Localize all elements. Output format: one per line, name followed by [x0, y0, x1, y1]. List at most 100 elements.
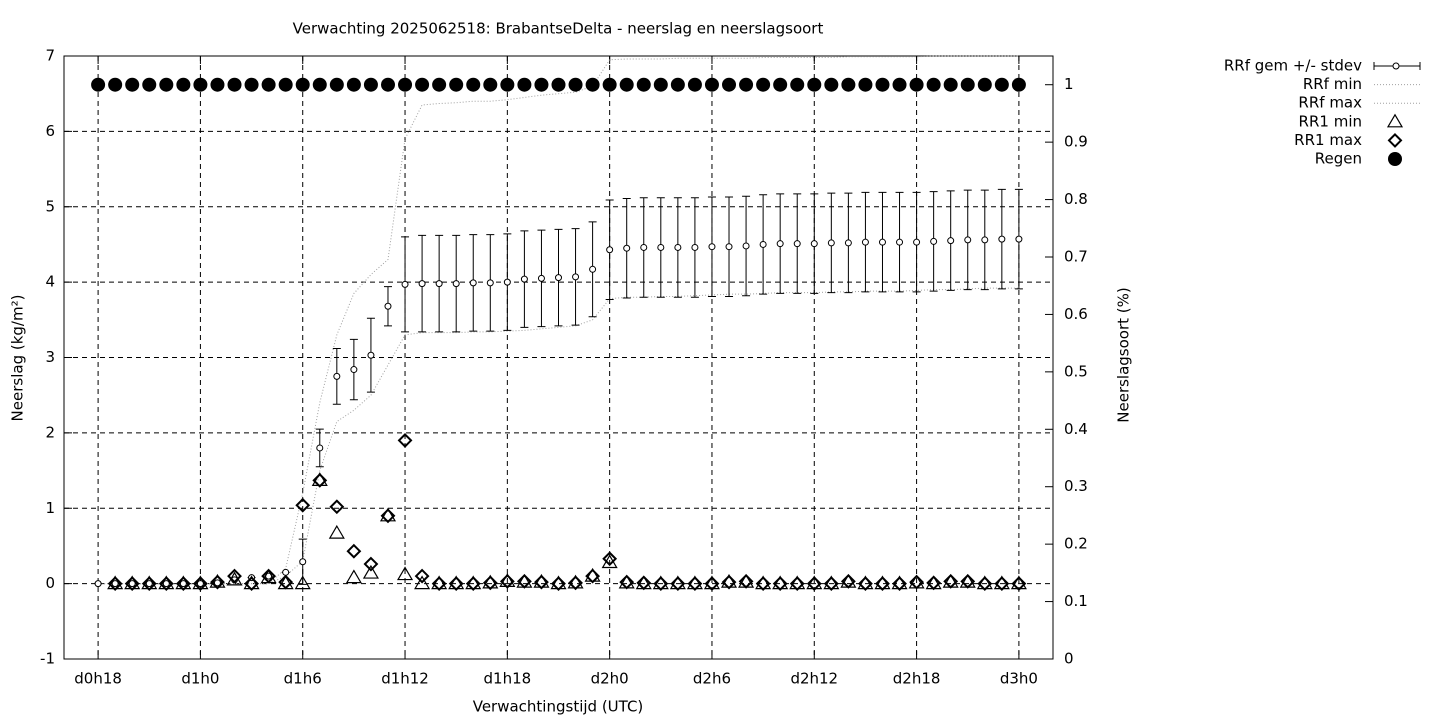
mean-point	[793, 240, 801, 248]
plot-frame	[63, 55, 1054, 660]
point	[244, 576, 259, 592]
point	[960, 573, 976, 589]
point	[465, 576, 481, 592]
point	[483, 77, 498, 92]
point	[823, 576, 839, 592]
y2-tick-label: 1	[1064, 75, 1074, 93]
mean-point	[844, 239, 852, 247]
point	[328, 524, 345, 539]
point	[653, 576, 669, 592]
point	[755, 576, 771, 592]
mean-point	[537, 274, 545, 282]
mean-point	[367, 351, 375, 359]
mean-point	[998, 235, 1006, 243]
legend-symbol	[1388, 152, 1402, 166]
point	[466, 77, 481, 92]
y2-tick-label: 0.6	[1064, 305, 1088, 323]
point	[227, 568, 242, 584]
point	[329, 77, 344, 92]
point	[448, 576, 464, 592]
y-tick-label: 7	[45, 47, 55, 65]
point	[875, 576, 890, 592]
mean-point	[878, 238, 886, 246]
mean-point	[913, 238, 921, 246]
point	[773, 77, 788, 92]
point	[176, 77, 191, 92]
point	[517, 77, 532, 92]
mean-point	[827, 239, 835, 247]
point	[807, 77, 822, 92]
x-tick-label: d1h18	[484, 670, 532, 688]
mean-point	[930, 237, 938, 245]
y-tick-label: 0	[45, 574, 55, 592]
mean-point	[452, 280, 460, 288]
mean-point	[674, 243, 682, 251]
x-tick-label: d1h0	[181, 670, 219, 688]
point	[398, 77, 413, 92]
point	[875, 77, 890, 92]
mean-point	[435, 280, 443, 288]
point	[619, 574, 635, 590]
point	[772, 576, 788, 592]
point	[1011, 576, 1027, 592]
mean-point	[128, 580, 136, 588]
point	[124, 576, 140, 592]
point	[261, 77, 276, 92]
point	[295, 497, 311, 513]
point	[414, 568, 430, 584]
mean-point	[145, 580, 153, 588]
mean-point	[316, 444, 324, 452]
point	[585, 568, 601, 584]
point	[892, 77, 907, 92]
point	[670, 77, 685, 92]
mean-point	[964, 236, 972, 244]
mean-point	[486, 279, 494, 287]
mean-point	[401, 280, 409, 288]
point	[362, 564, 379, 579]
point	[415, 77, 430, 92]
point	[380, 508, 396, 524]
point	[482, 575, 498, 591]
mean-point	[555, 274, 562, 282]
point	[704, 77, 719, 92]
point	[363, 77, 378, 92]
point	[721, 574, 737, 590]
point	[345, 569, 362, 584]
point	[687, 576, 703, 592]
mean-point	[981, 236, 989, 244]
point	[994, 77, 1009, 92]
point	[824, 77, 839, 92]
mean-point	[691, 243, 699, 251]
point	[91, 77, 106, 92]
point	[585, 77, 600, 92]
point	[1011, 77, 1026, 92]
point	[329, 499, 345, 515]
point	[499, 573, 515, 589]
point	[994, 576, 1010, 592]
y2-tick-label: 0.1	[1064, 592, 1088, 610]
chart-title: Verwachting 2025062518: BrabantseDelta -…	[293, 20, 824, 38]
point	[687, 77, 702, 92]
point	[602, 551, 618, 567]
point	[806, 576, 822, 592]
mean-point	[657, 243, 665, 251]
point	[193, 77, 208, 92]
mean-point	[947, 237, 955, 245]
point	[858, 77, 873, 92]
point	[704, 576, 720, 592]
point	[295, 77, 310, 92]
mean-point	[282, 568, 290, 576]
point	[840, 573, 856, 589]
x-tick-label: d2h6	[693, 670, 731, 688]
point	[431, 576, 447, 592]
mean-point	[623, 244, 631, 252]
mean-point	[776, 240, 784, 248]
y2-tick-label: 0.2	[1064, 535, 1088, 553]
x-tick-label: d2h12	[790, 670, 838, 688]
x-axis-label: Verwachtingstijd (UTC)	[473, 698, 644, 716]
series-line	[98, 55, 1019, 585]
x-tick-label: d1h12	[381, 670, 429, 688]
legend-label: RRf min	[1303, 75, 1362, 93]
legend-label: Regen	[1315, 150, 1362, 168]
